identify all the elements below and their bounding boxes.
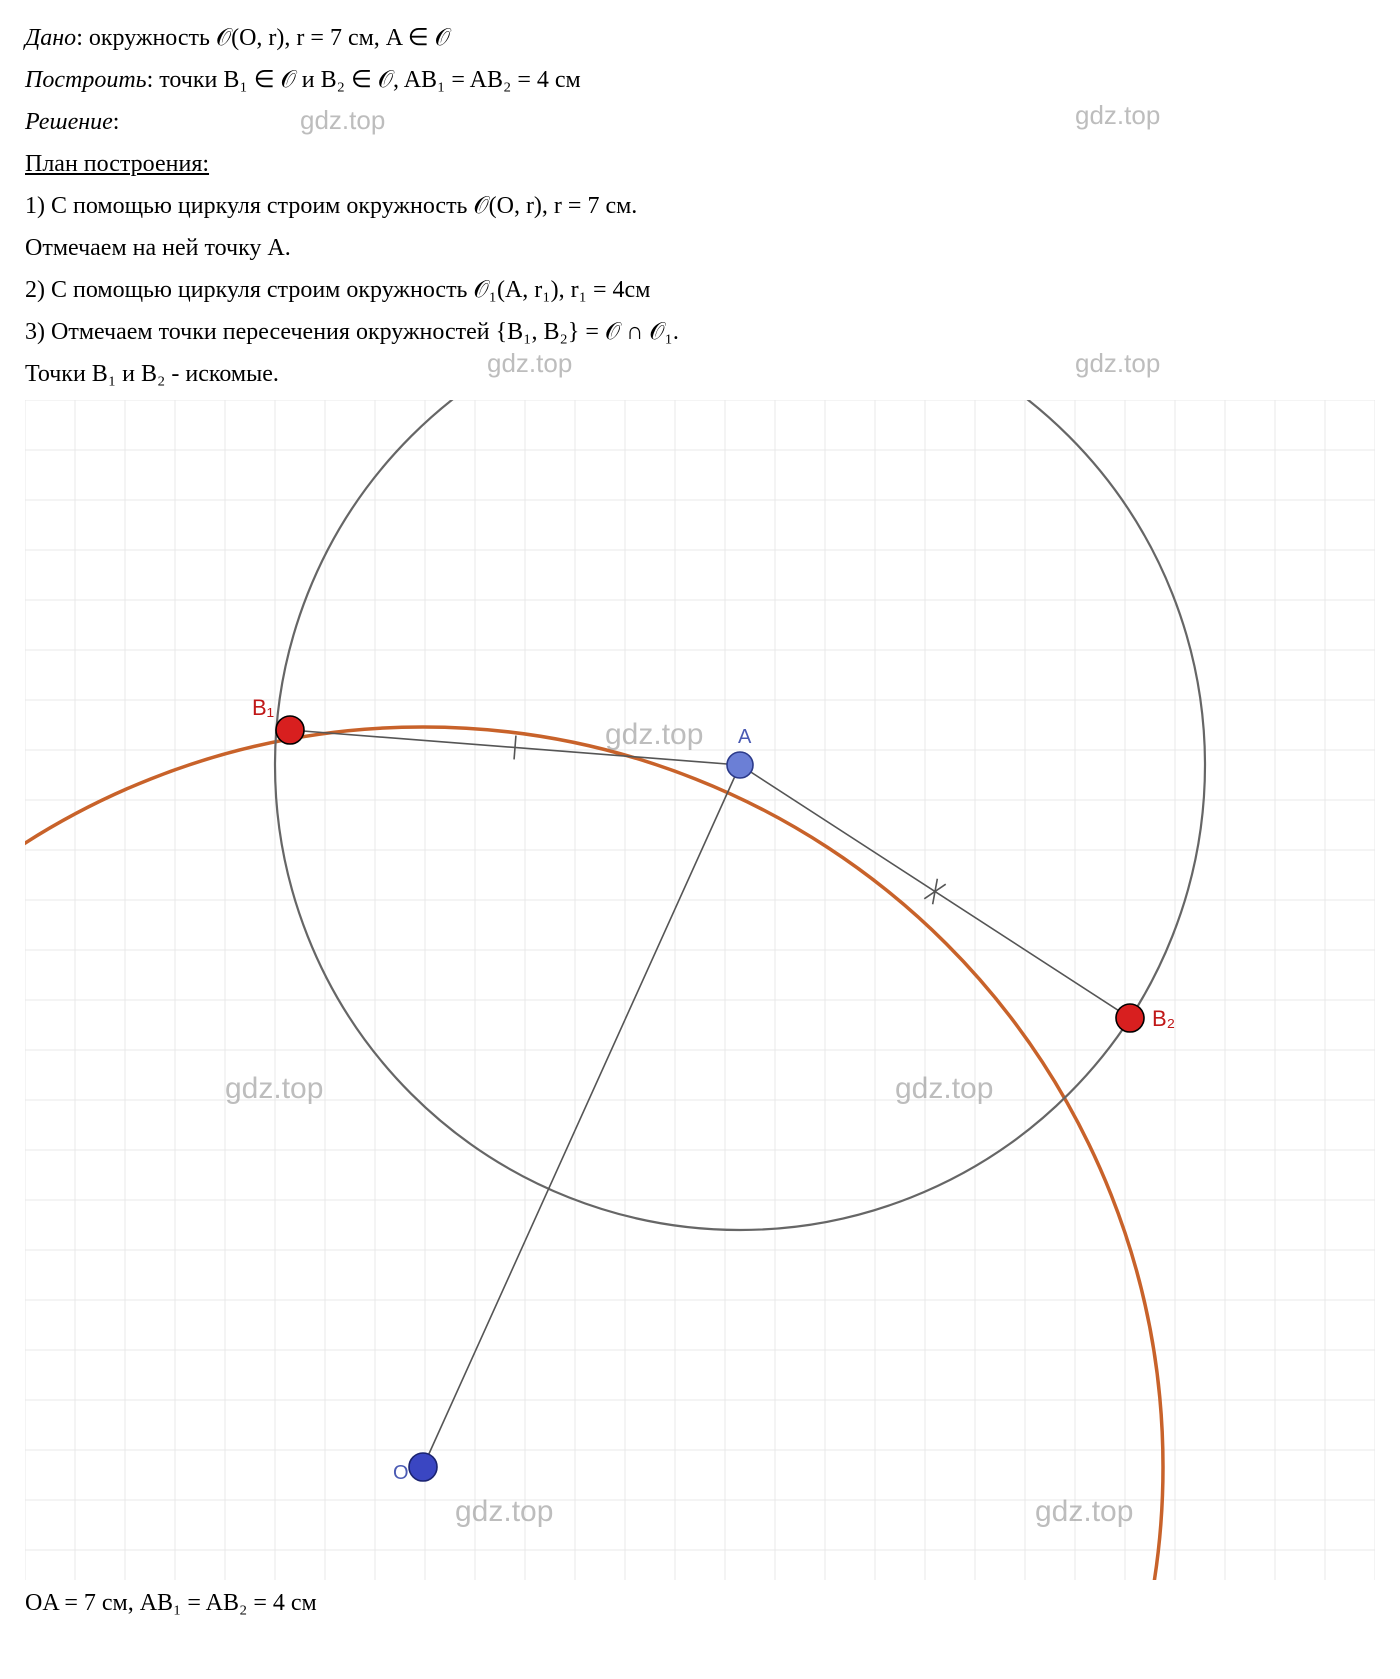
conclusion: Точки B₁ и B₂ - искомые. [25, 356, 1375, 392]
plan-header: План построения: [25, 146, 1375, 182]
build-text: : точки B₁ ∈ 𝒪 и B₂ ∈ 𝒪, AB₁ = AB₂ = 4 с… [147, 67, 581, 93]
point-B1 [276, 716, 304, 744]
step-1: 1) С помощью циркуля строим окружность 𝒪… [25, 188, 1375, 224]
step-3: 3) Отмечаем точки пересечения окружносте… [25, 314, 1375, 350]
point-O [409, 1453, 437, 1481]
step-2: 2) С помощью циркуля строим окружность 𝒪… [25, 272, 1375, 308]
solution-colon: : [113, 109, 120, 135]
build-line: Построить: точки B₁ ∈ 𝒪 и B₂ ∈ 𝒪, AB₁ = … [25, 62, 1375, 98]
point-label-A: A [738, 726, 752, 748]
solution-label: Решение [25, 109, 113, 135]
point-A [727, 752, 753, 778]
point-label-B2: B₂ [1152, 1006, 1175, 1031]
given-line: Дано: окружность 𝒪(O, r), r = 7 см, A ∈ … [25, 20, 1375, 56]
footer-measurements: OA = 7 см, AB₁ = AB₂ = 4 см [25, 1590, 1375, 1617]
point-B2 [1116, 1004, 1144, 1032]
point-label-B1: B₁ [252, 695, 274, 720]
given-label: Дано [25, 25, 76, 51]
step-1b: Отмечаем на ней точку A. [25, 230, 1375, 266]
solution-line: Решение: [25, 104, 1375, 140]
given-text: : окружность 𝒪(O, r), r = 7 см, A ∈ 𝒪 [76, 25, 450, 51]
build-label: Построить [25, 67, 147, 93]
point-label-O: O [393, 1462, 409, 1484]
geometry-diagram: B₁AB₂O gdz.topgdz.topgdz.topgdz.topgdz.t… [25, 400, 1375, 1580]
